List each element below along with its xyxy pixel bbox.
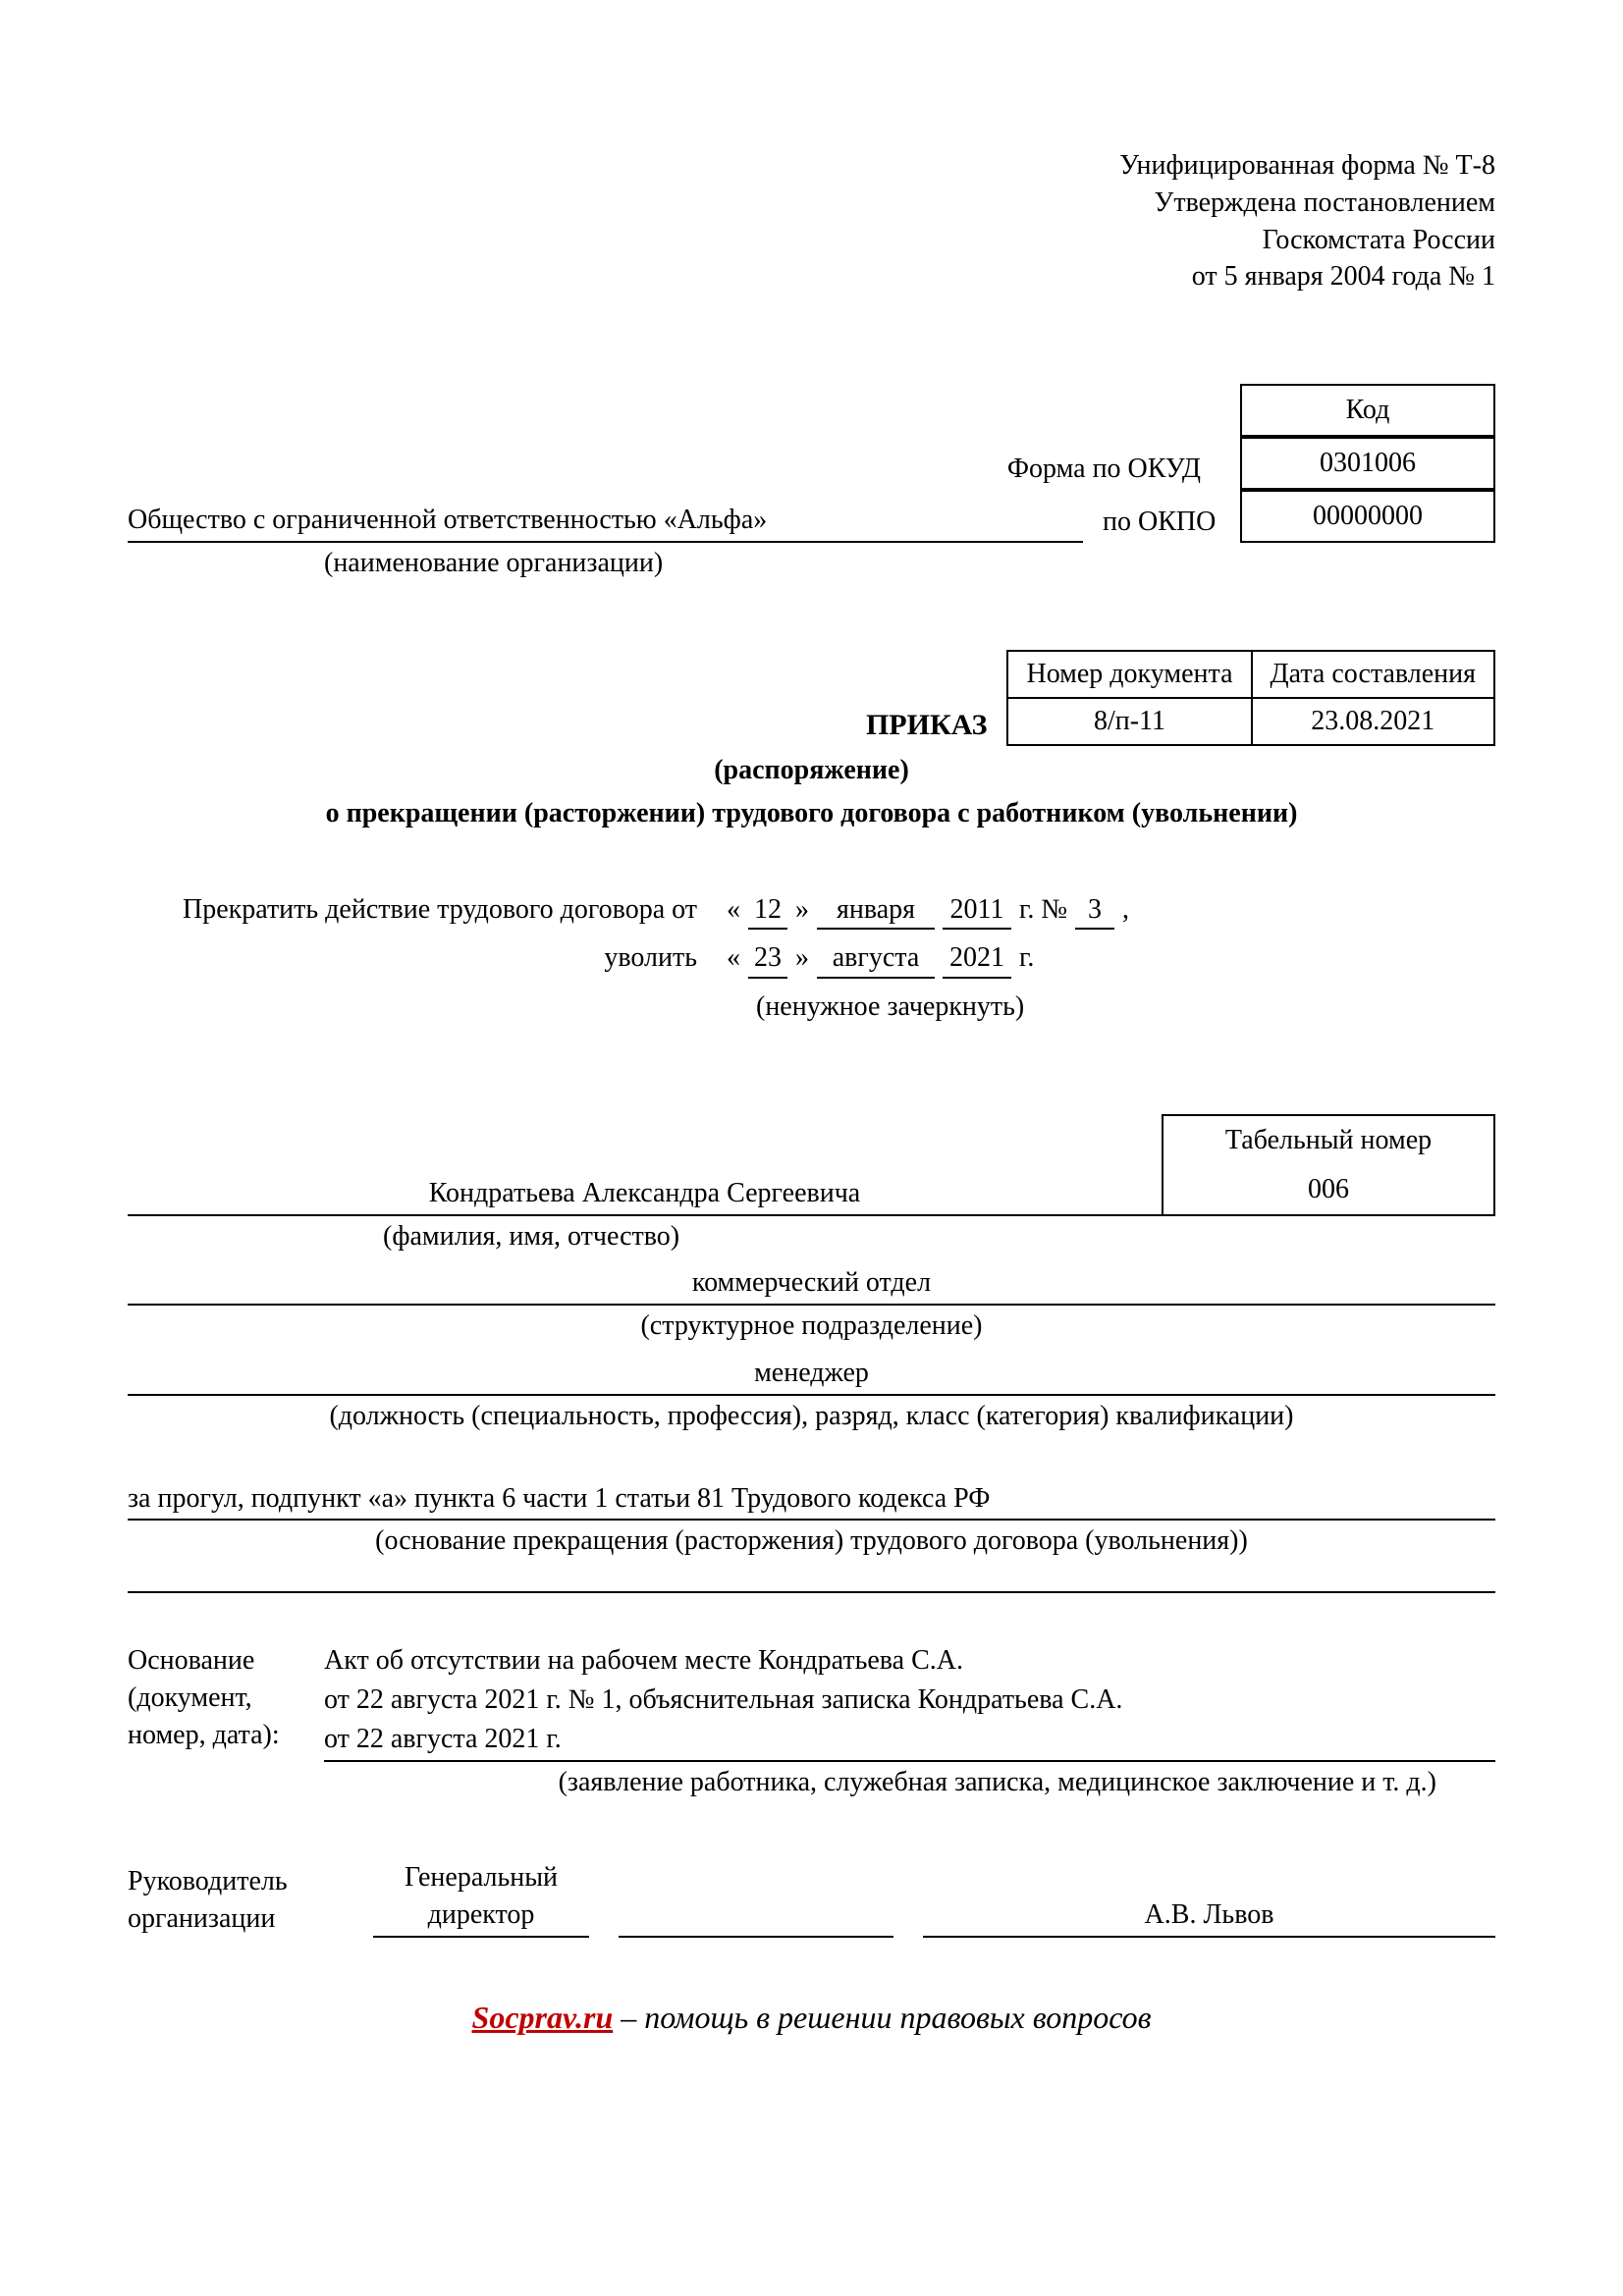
contract-month: января: [817, 891, 935, 931]
okpo-label: по ОКПО: [1083, 504, 1240, 543]
contract-no-label: г. №: [1019, 891, 1067, 929]
year-suffix: г.: [1019, 939, 1034, 977]
order-subtitle2: о прекращении (расторжении) трудового до…: [128, 795, 1495, 832]
department-hint: (структурное подразделение): [128, 1308, 1495, 1345]
position-hint: (должность (специальность, профессия), р…: [128, 1398, 1495, 1435]
dismiss-month: августа: [817, 939, 935, 979]
basis-label2: (документ,: [128, 1680, 324, 1717]
order-number: 8/п-11: [1007, 698, 1251, 745]
sign-position1: Генеральный: [373, 1859, 589, 1896]
basis-label3: номер, дата):: [128, 1717, 324, 1754]
contract-year: 2011: [943, 891, 1011, 931]
org-name-hint: (наименование организации): [128, 545, 1495, 582]
tabnum-row: Кондратьева Александра Сергеевича Табель…: [128, 1114, 1495, 1216]
basis-block: Основание (документ, номер, дата): Акт о…: [128, 1642, 1495, 1761]
role-label2: организации: [128, 1900, 344, 1938]
role-label1: Руководитель: [128, 1863, 344, 1900]
position: менеджер: [128, 1349, 1495, 1396]
tabnum-header: Табельный номер: [1162, 1114, 1495, 1165]
employee-fullname: Кондратьева Александра Сергеевича: [128, 1175, 1162, 1216]
reason-hint: (основание прекращения (расторжения) тру…: [128, 1522, 1495, 1560]
contract-date: « 12 » января 2011 г. № 3 ,: [727, 891, 1129, 931]
termination-block: Прекратить действие трудового договора о…: [128, 891, 1495, 1026]
basis-line1: Акт об отсутствии на рабочем месте Кондр…: [324, 1642, 1495, 1682]
signature-row: Руководитель организации Генеральный дир…: [128, 1859, 1495, 1938]
order-date: 23.08.2021: [1252, 698, 1494, 745]
reason-text: за прогул, подпункт «а» пункта 6 части 1…: [128, 1474, 1495, 1522]
codes-row-header: Код: [128, 384, 1495, 437]
contract-day: 12: [748, 891, 787, 931]
department: коммерческий отдел: [128, 1258, 1495, 1306]
header-line: Унифицированная форма № Т-8: [128, 147, 1495, 185]
page: Унифицированная форма № Т-8 Утверждена п…: [0, 0, 1623, 2296]
okud-label: Форма по ОКУД: [128, 451, 1240, 490]
contract-no: 3: [1075, 891, 1114, 931]
basis-label1: Основание: [128, 1642, 324, 1680]
okpo-value: 00000000: [1240, 490, 1495, 543]
codes-row-okud: Форма по ОКУД 0301006: [128, 437, 1495, 490]
termination-hint: (ненужное зачеркнуть): [727, 988, 1024, 1026]
order-title: ПРИКАЗ: [866, 709, 988, 741]
date-header: Дата составления: [1252, 651, 1494, 698]
form-header: Унифицированная форма № Т-8 Утверждена п…: [128, 147, 1495, 295]
termination-label1: Прекратить действие трудового договора о…: [128, 891, 727, 931]
signature-name: А.В. Львов: [923, 1896, 1495, 1938]
header-line: Утверждена постановлением: [128, 185, 1495, 222]
sign-position2: директор: [373, 1896, 589, 1934]
order-numdate-table: Номер документа Дата составления 8/п-11 …: [1006, 650, 1495, 746]
header-line: Госкомстата России: [128, 222, 1495, 259]
okud-value: 0301006: [1240, 437, 1495, 490]
fullname-hint: (фамилия, имя, отчество): [128, 1218, 1495, 1255]
order-header-row: ПРИКАЗ Номер документа Дата составления …: [128, 650, 1495, 746]
basis-line3: от 22 августа 2021 г.: [324, 1721, 1495, 1762]
dismiss-date: « 23 » августа 2021 г.: [727, 939, 1034, 979]
dismiss-year: 2021: [943, 939, 1011, 979]
termination-label2: уволить: [128, 939, 727, 979]
basis-hint: (заявление работника, служебная записка,…: [128, 1764, 1495, 1801]
org-name: Общество с ограниченной ответственностью…: [128, 502, 1083, 543]
basis-line2: от 22 августа 2021 г. № 1, объяснительна…: [324, 1682, 1495, 1721]
footer-brand: Socprav.ru: [472, 2000, 614, 2035]
footer: Socprav.ru – помощь в решении правовых в…: [128, 1997, 1495, 2039]
order-subtitle1: (распоряжение): [128, 752, 1495, 789]
reason-blank-line: [128, 1564, 1495, 1593]
tabnum-value: 006: [1162, 1165, 1495, 1216]
signature-space: [619, 1898, 893, 1938]
code-header: Код: [1240, 384, 1495, 437]
footer-text: – помощь в решении правовых вопросов: [613, 2000, 1151, 2035]
header-line: от 5 января 2004 года № 1: [128, 258, 1495, 295]
dismiss-day: 23: [748, 939, 787, 979]
num-header: Номер документа: [1007, 651, 1251, 698]
codes-row-okpo: Общество с ограниченной ответственностью…: [128, 490, 1495, 543]
